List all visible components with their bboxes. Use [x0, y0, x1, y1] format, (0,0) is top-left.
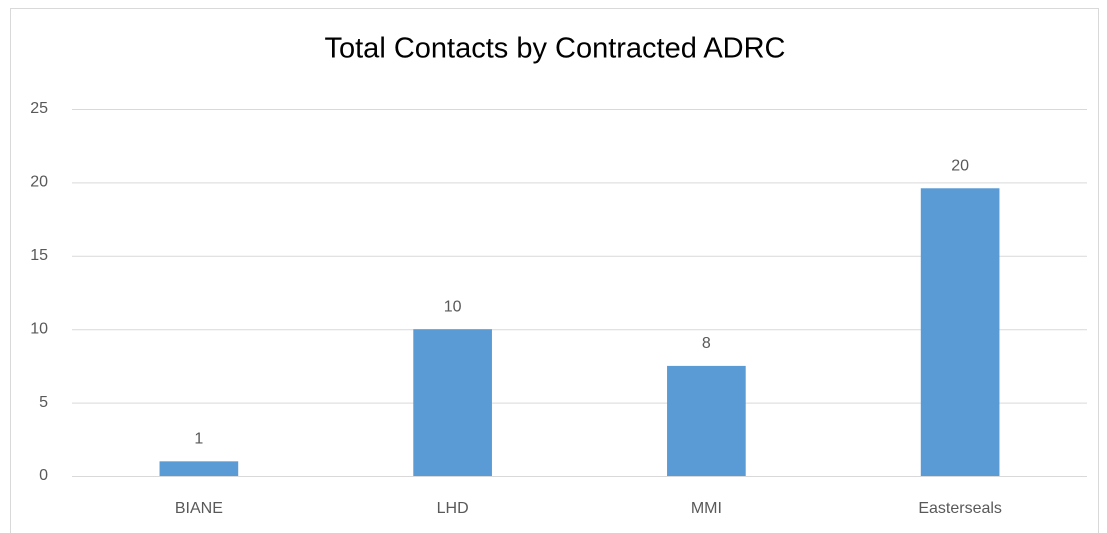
- bar: [667, 365, 746, 476]
- x-tick-label: BIANE: [175, 500, 223, 517]
- data-label: 10: [444, 298, 462, 315]
- chart-title: Total Contacts by Contracted ADRC: [325, 33, 786, 65]
- y-tick-label: 10: [30, 320, 48, 337]
- data-label: 8: [702, 335, 711, 352]
- x-tick-label: Easterseals: [918, 500, 1002, 517]
- y-tick-label: 15: [30, 247, 48, 264]
- x-tick-label: MMI: [691, 500, 722, 517]
- bar: [159, 461, 239, 476]
- data-label: 20: [951, 157, 969, 174]
- data-label: 1: [194, 431, 203, 448]
- y-tick-label: 20: [30, 174, 48, 191]
- chart-frame: [10, 8, 1099, 533]
- y-tick-label: 5: [39, 394, 48, 411]
- bar: [920, 188, 1000, 476]
- x-tick-label: LHD: [437, 500, 469, 517]
- bar: [413, 329, 492, 476]
- y-tick-label: 0: [39, 467, 48, 484]
- y-tick-label: 25: [30, 100, 48, 117]
